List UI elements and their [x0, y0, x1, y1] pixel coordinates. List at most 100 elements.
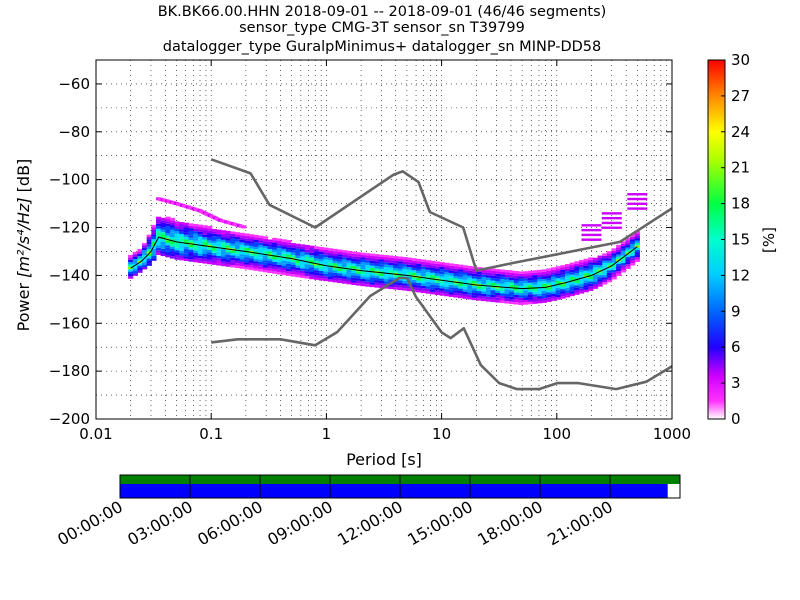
density-cell — [472, 271, 478, 274]
density-cell — [574, 266, 580, 269]
density-cell — [155, 243, 162, 246]
density-cell — [304, 271, 310, 274]
density-cell — [569, 267, 575, 270]
density-cell — [523, 292, 529, 296]
density-cell — [318, 251, 324, 255]
density-cell — [365, 272, 371, 275]
density-cell — [625, 259, 631, 262]
density-cell — [625, 266, 631, 270]
density-cell — [597, 260, 603, 263]
density-cell — [588, 259, 594, 263]
density-cell — [383, 274, 389, 277]
density-cell — [430, 272, 436, 276]
density-cell — [188, 232, 194, 236]
density-cell — [439, 286, 445, 289]
density-cell — [569, 272, 575, 275]
density-cell — [137, 268, 143, 271]
density-cell — [551, 267, 557, 270]
density-cell — [616, 263, 622, 267]
density-cell — [616, 266, 622, 269]
density-cell — [318, 273, 324, 276]
time-tick-label: 15:00:00 — [404, 497, 476, 549]
density-cell — [383, 255, 389, 258]
density-cell — [509, 272, 515, 276]
density-cell — [602, 258, 608, 261]
density-cell — [216, 263, 222, 266]
density-cell — [527, 273, 534, 276]
density-cell — [151, 236, 157, 240]
density-cell — [160, 227, 166, 230]
density-cell — [518, 285, 524, 289]
density-cell — [448, 287, 454, 290]
density-cell — [611, 260, 617, 263]
density-cell — [193, 250, 199, 253]
density-cell — [597, 262, 603, 266]
density-cell — [495, 269, 501, 272]
density-cell — [132, 271, 138, 274]
density-cell — [151, 229, 157, 233]
density-cell — [281, 272, 287, 276]
density-cell — [578, 262, 585, 265]
density-cell — [393, 268, 399, 271]
density-cell — [221, 237, 227, 240]
density-cell — [630, 251, 636, 254]
density-cell — [174, 242, 180, 246]
density-cell — [625, 237, 631, 241]
density-cell — [262, 236, 269, 239]
density-cell — [481, 274, 487, 278]
density-cell — [444, 262, 450, 266]
density-cell — [234, 241, 241, 245]
density-cell — [290, 247, 296, 251]
density-cell — [174, 252, 180, 255]
density-cell — [300, 258, 306, 262]
density-cell — [314, 251, 320, 254]
density-cell — [472, 292, 478, 296]
density-cell — [309, 255, 315, 258]
density-cell — [630, 234, 636, 237]
density-cell — [430, 267, 436, 271]
density-cell — [262, 238, 269, 242]
density-cell — [560, 277, 566, 280]
density-cell — [188, 237, 194, 241]
density-cell — [286, 254, 292, 257]
density-cell — [411, 272, 417, 276]
density-cell — [327, 253, 334, 256]
density-cell — [546, 273, 552, 276]
y-axis-label-suffix: [dB] — [14, 159, 33, 193]
density-cell — [504, 279, 510, 283]
density-cell — [327, 272, 334, 275]
density-cell — [588, 281, 594, 284]
density-cell — [602, 253, 608, 256]
density-cell — [448, 263, 454, 266]
density-cell — [541, 274, 547, 277]
density-longperiod — [627, 197, 648, 201]
density-cell — [211, 248, 217, 251]
density-cell — [574, 270, 580, 274]
density-cell — [221, 242, 227, 245]
density-cell — [416, 268, 422, 271]
density-cell — [592, 264, 599, 268]
density-cell — [272, 240, 278, 243]
density-cell — [211, 228, 217, 232]
density-cell — [179, 250, 185, 254]
density-cell — [555, 285, 561, 288]
density-cell — [555, 275, 561, 279]
density-cell — [434, 273, 441, 276]
density-cell — [197, 231, 204, 235]
density-cell — [616, 247, 622, 250]
density-cell — [211, 238, 217, 241]
density-cell — [234, 239, 241, 242]
density-cell — [513, 273, 520, 276]
density-cell — [146, 246, 152, 250]
density-cell — [476, 298, 482, 301]
density-cell — [411, 279, 417, 283]
density-cell — [541, 283, 547, 287]
density-cell — [439, 266, 445, 270]
density-cell — [165, 230, 171, 234]
density-cell — [518, 293, 524, 296]
density-cell — [490, 270, 496, 274]
density-cell — [132, 268, 138, 272]
density-cell — [290, 271, 296, 275]
density-cell — [244, 264, 250, 267]
density-cell — [583, 268, 589, 271]
